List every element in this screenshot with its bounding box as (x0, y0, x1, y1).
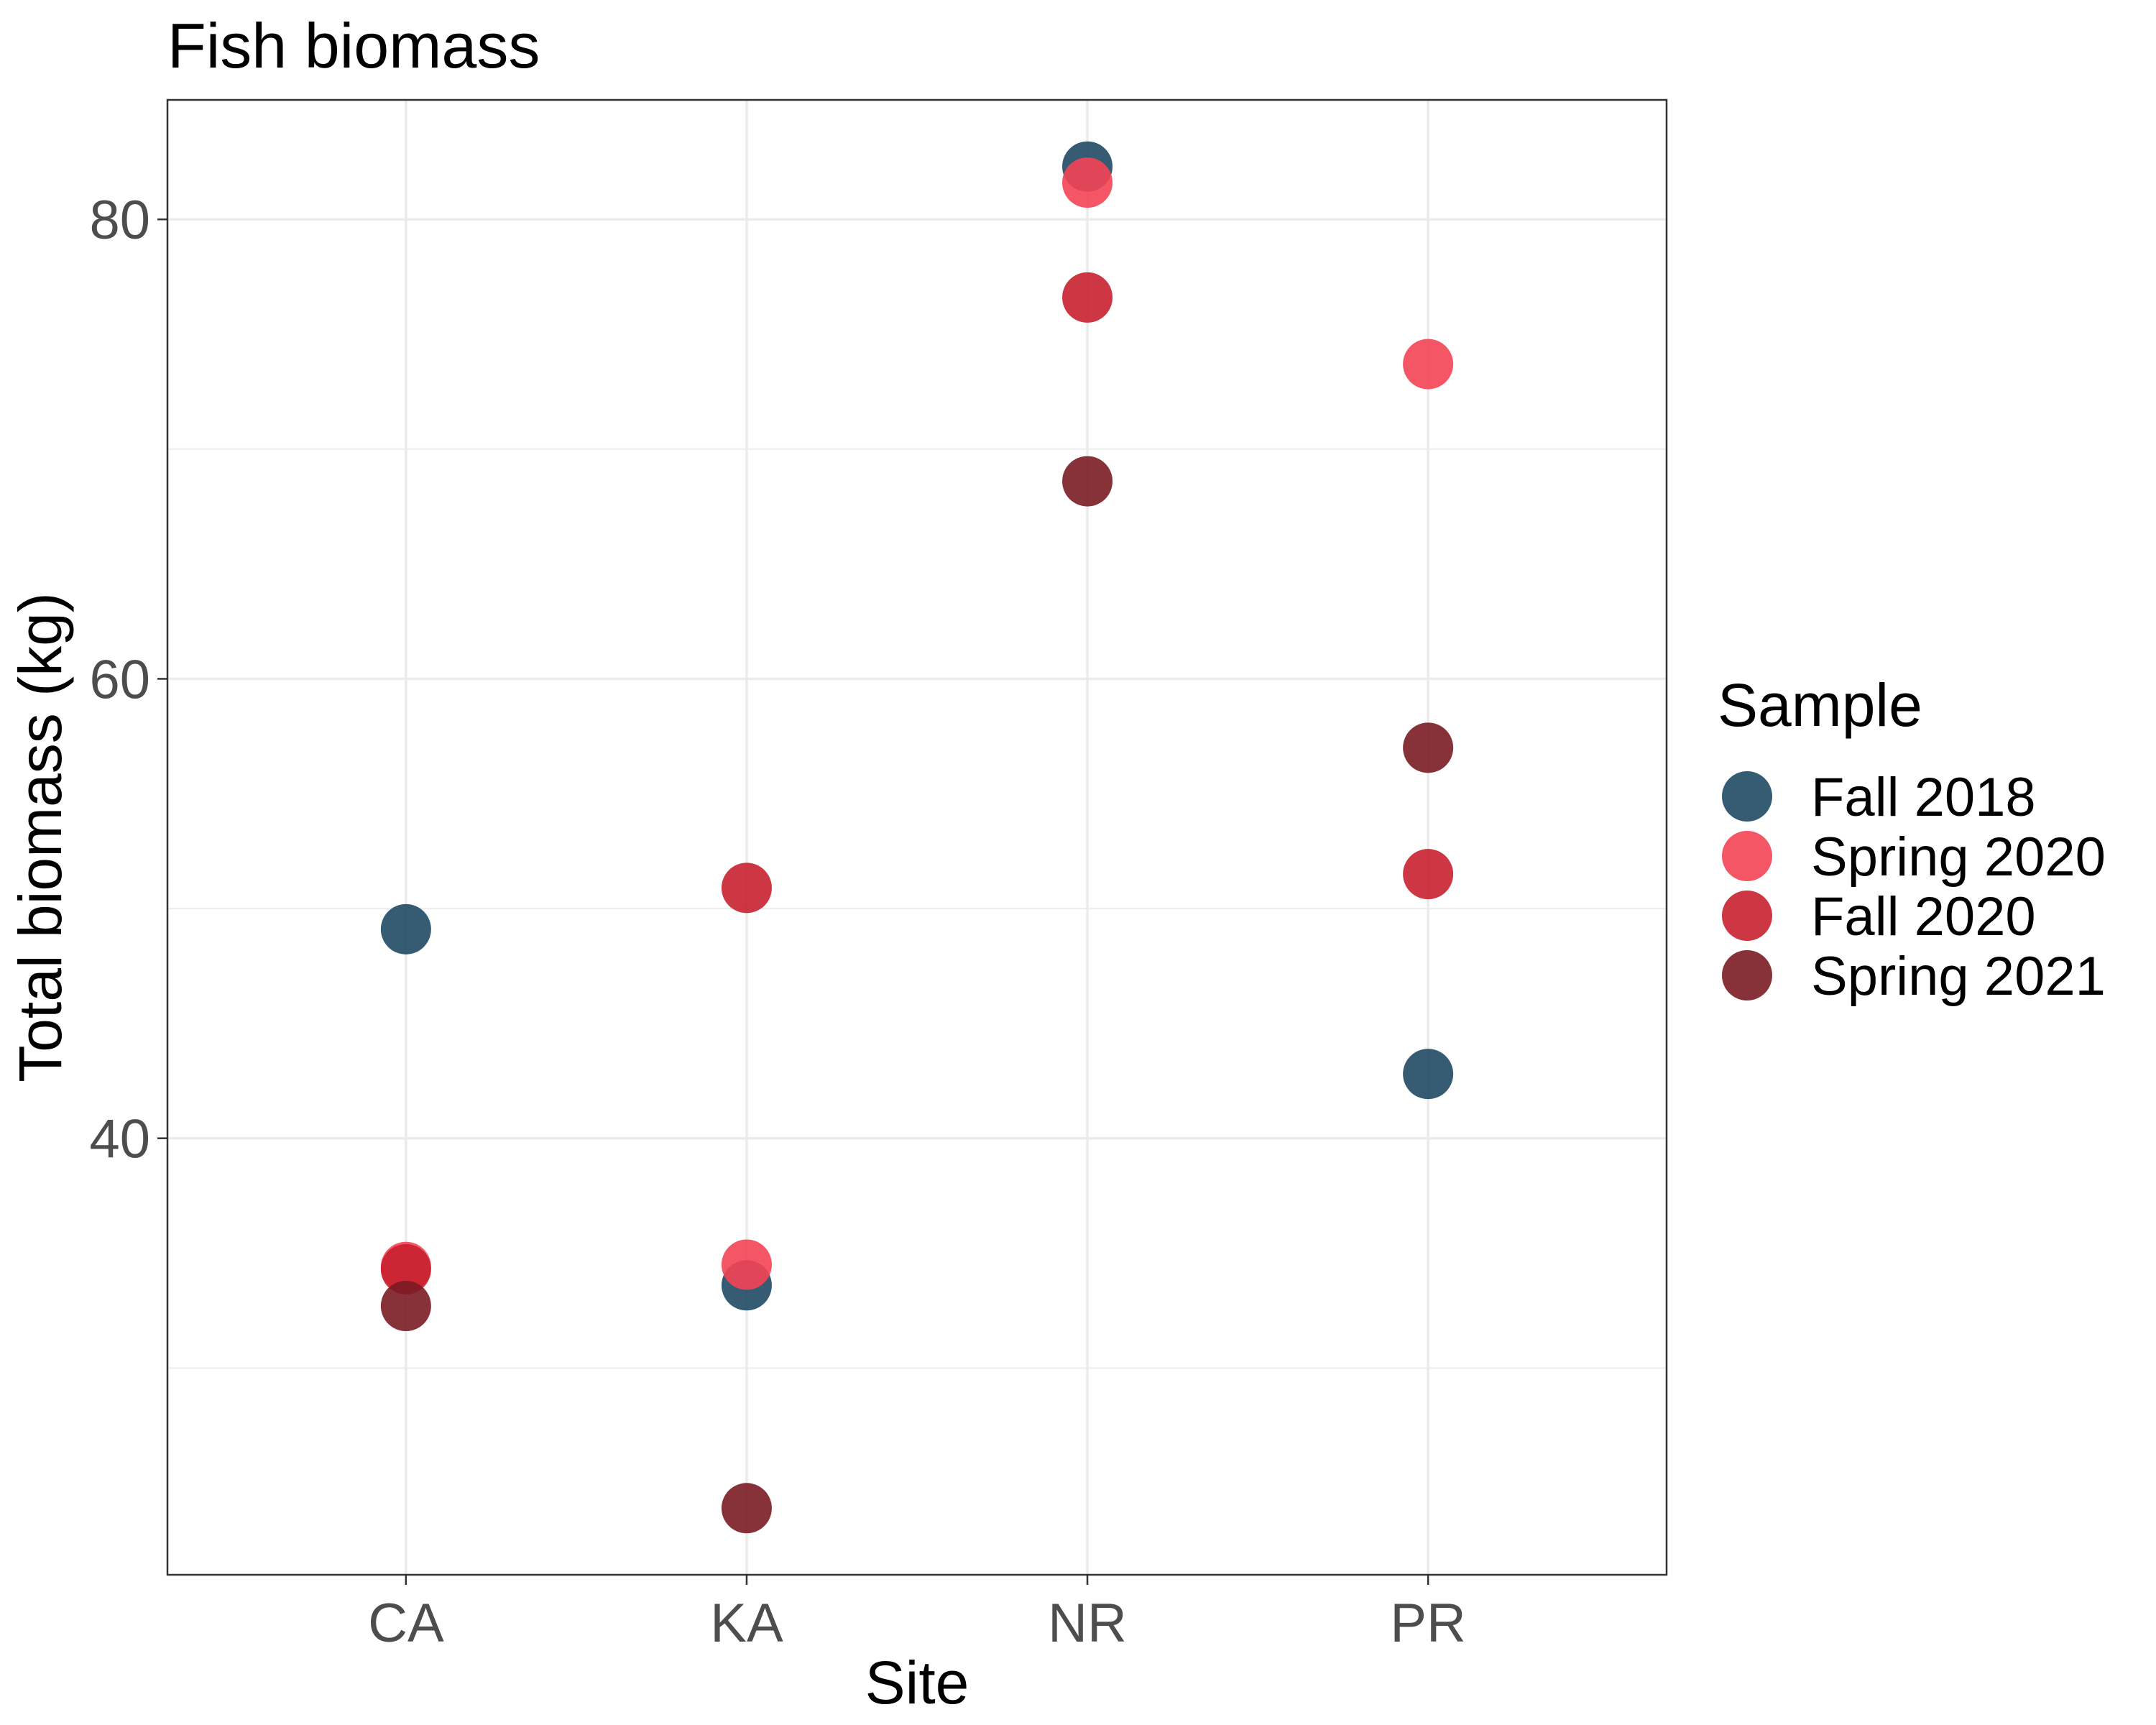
data-point (721, 1239, 772, 1290)
plot-border (166, 98, 1668, 1576)
y-axis-title: Total biomass (kg) (6, 592, 74, 1082)
y-tick-label: 40 (89, 1109, 150, 1170)
y-axis: 40 60 80 (89, 190, 167, 1170)
data-point (380, 903, 431, 954)
data-point (1403, 722, 1454, 773)
y-tick-label: 80 (89, 190, 150, 251)
data-point (1062, 272, 1113, 323)
chart-title: Fish biomass (167, 10, 540, 81)
data-point (380, 1243, 431, 1294)
plot-panel (166, 98, 1668, 1576)
data-points (380, 141, 1454, 1534)
data-point (721, 862, 772, 914)
data-point (1062, 456, 1113, 507)
legend-key (1722, 831, 1772, 881)
legend-label: Spring 2020 (1811, 827, 2106, 888)
legend-title: Sample (1718, 671, 1922, 739)
data-point (1403, 849, 1454, 900)
data-point (1403, 1049, 1454, 1100)
data-point (721, 1483, 772, 1534)
legend-label: Fall 2020 (1811, 886, 2036, 947)
grid-major (167, 100, 1667, 1575)
data-point (1062, 157, 1113, 208)
data-point (380, 1281, 431, 1332)
legend-key (1722, 950, 1772, 1000)
x-tick-label: CA (368, 1593, 444, 1654)
legend-key (1722, 771, 1772, 822)
y-tick-label: 60 (89, 649, 150, 710)
legend-label: Spring 2021 (1811, 946, 2106, 1007)
x-tick-label: NR (1048, 1593, 1127, 1654)
legend-key (1722, 891, 1772, 941)
x-tick-label: PR (1390, 1593, 1466, 1654)
x-tick-label: KA (710, 1593, 783, 1654)
legend-label: Fall 2018 (1811, 767, 2036, 828)
plot-background (167, 100, 1667, 1575)
x-axis-title: Site (865, 1649, 969, 1716)
x-axis: CA KA NR PR (368, 1575, 1466, 1654)
data-point (1403, 339, 1454, 390)
